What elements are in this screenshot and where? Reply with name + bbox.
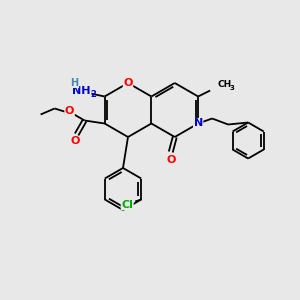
Text: O: O bbox=[123, 78, 133, 88]
Text: Cl: Cl bbox=[121, 200, 133, 209]
Text: H: H bbox=[70, 77, 79, 88]
Text: O: O bbox=[65, 106, 74, 116]
Text: O: O bbox=[71, 136, 80, 146]
Text: CH: CH bbox=[217, 80, 231, 89]
Text: NH: NH bbox=[72, 86, 91, 97]
Text: O: O bbox=[166, 155, 176, 165]
Text: 3: 3 bbox=[229, 85, 234, 91]
Text: 2: 2 bbox=[91, 90, 97, 99]
Text: N: N bbox=[194, 118, 203, 128]
